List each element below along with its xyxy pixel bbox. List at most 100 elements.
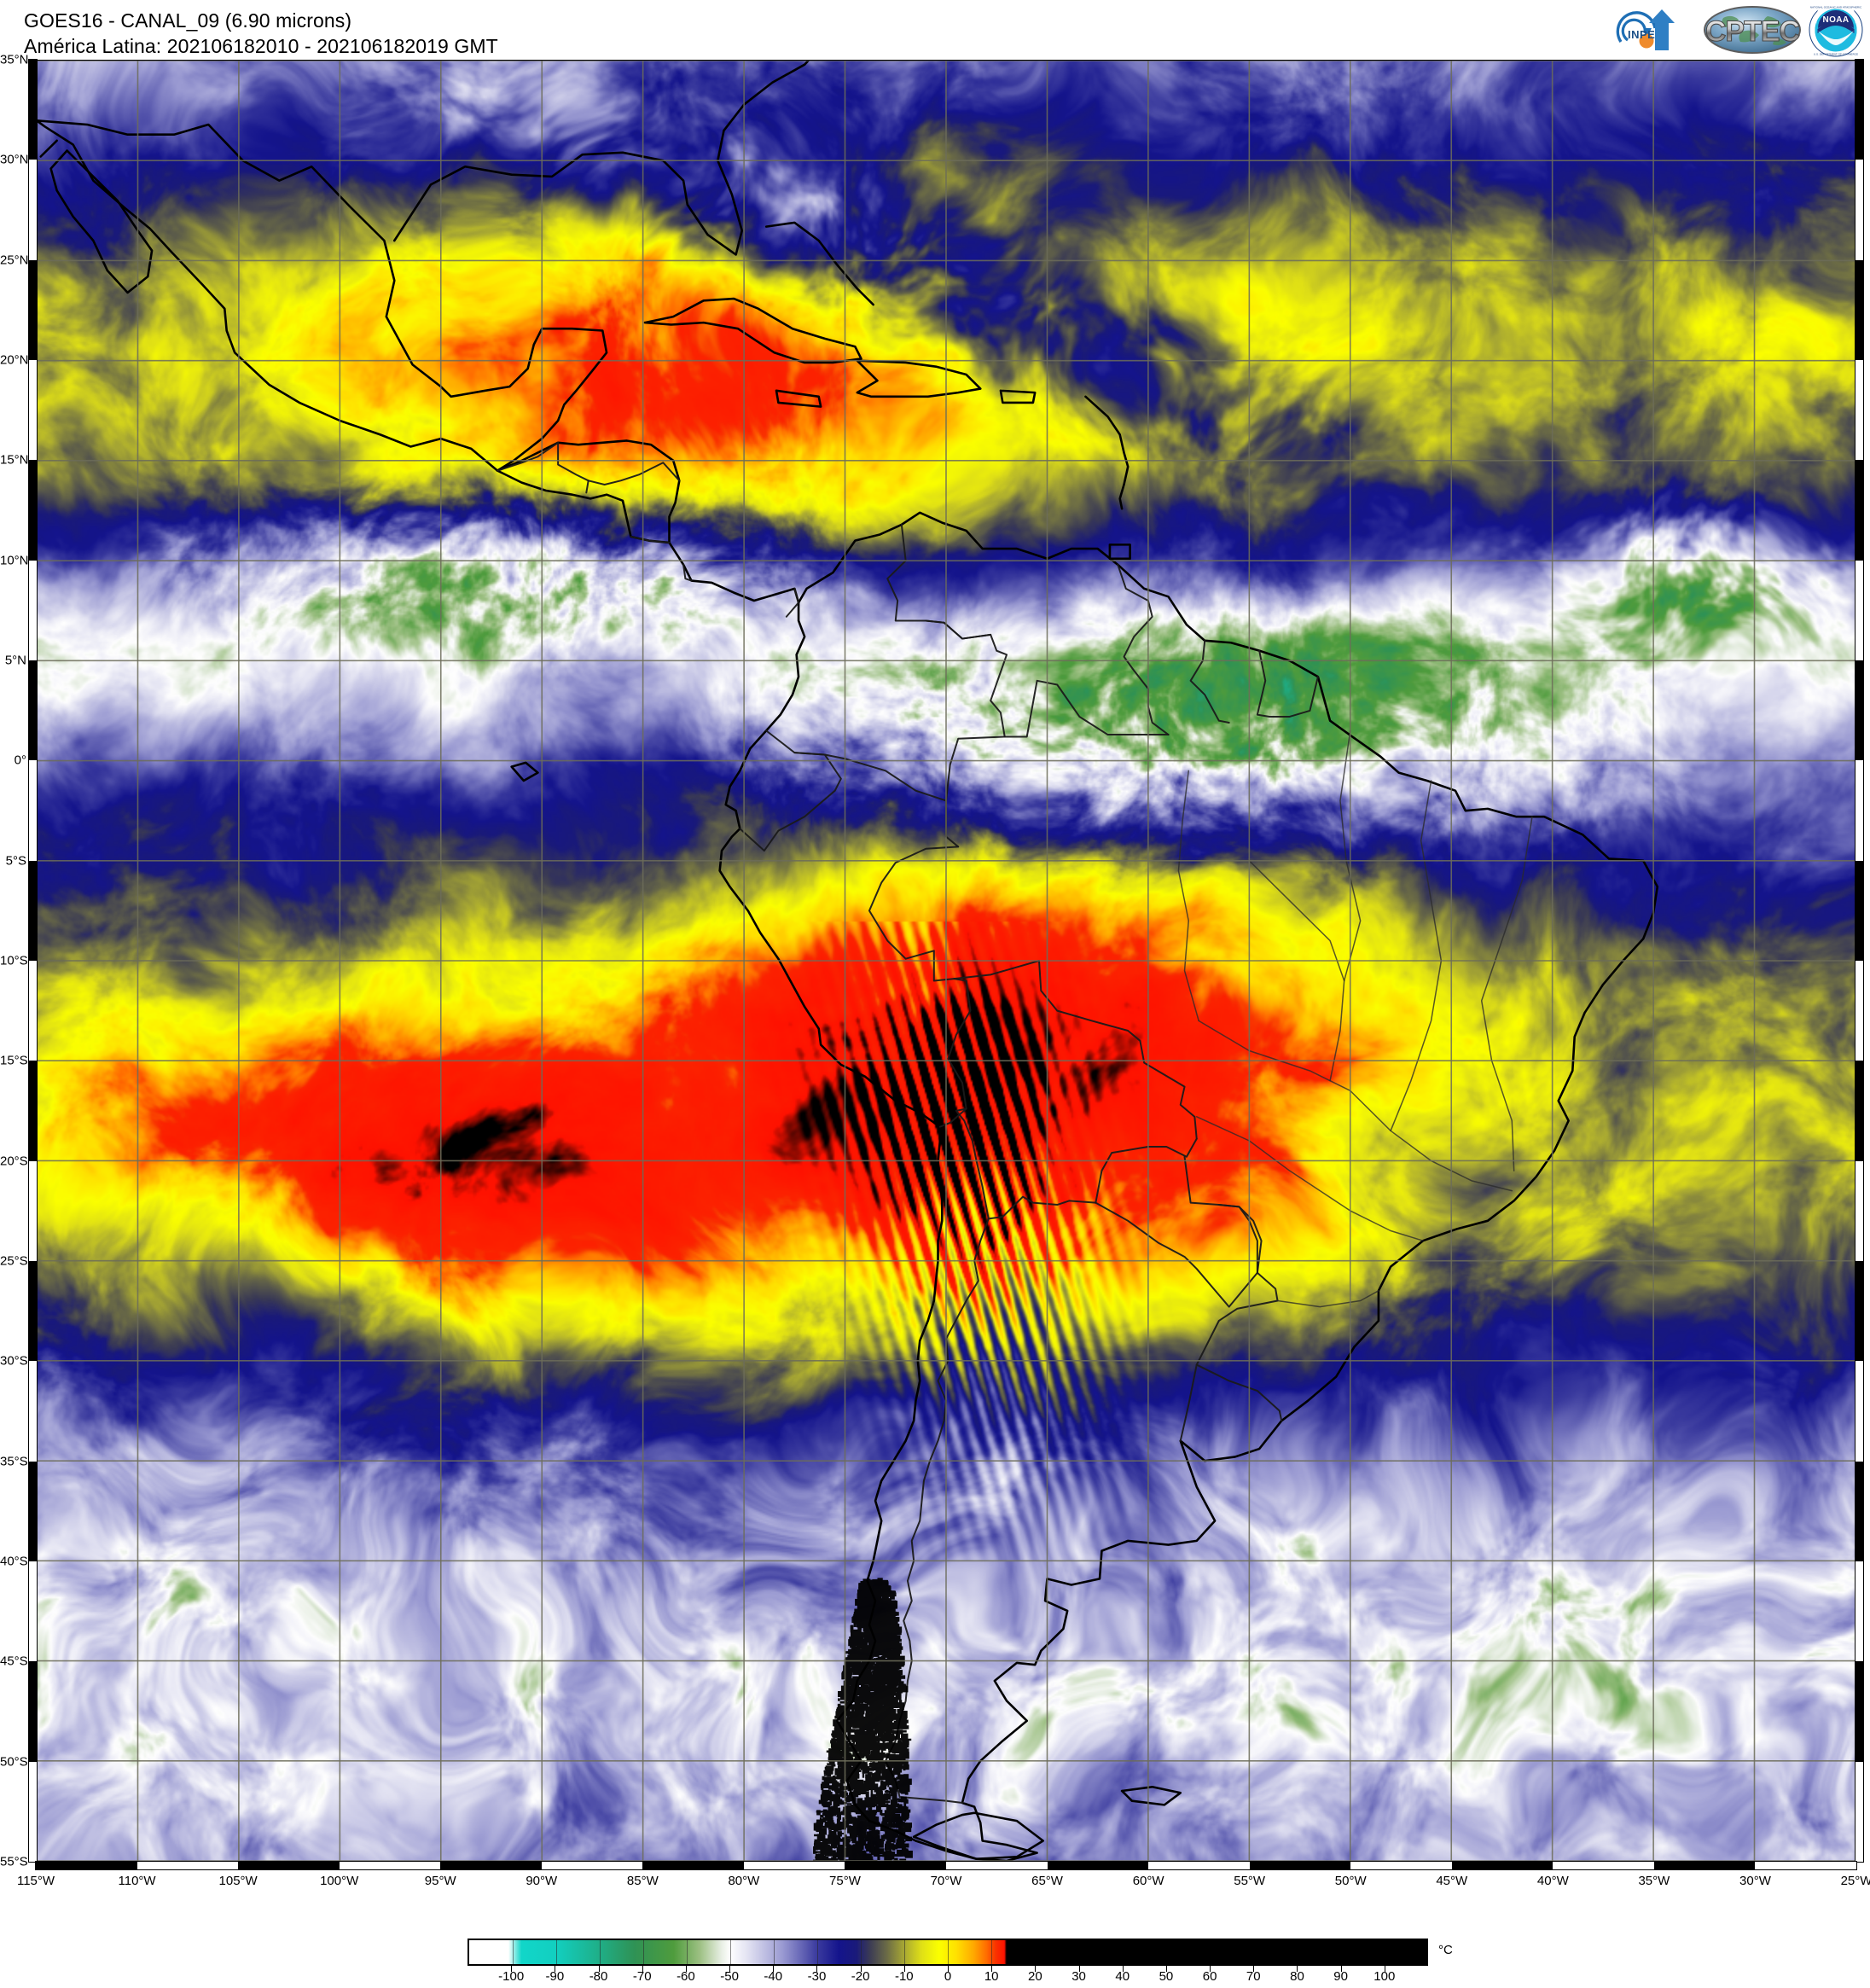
longitude-label: 65°W xyxy=(1031,1874,1063,1888)
axis-tick-segment xyxy=(29,1161,37,1261)
latitude-label: 25°N xyxy=(0,253,26,267)
colorbar-separator xyxy=(556,1940,557,1964)
header: GOES16 - CANAL_09 (6.90 microns) América… xyxy=(0,0,1870,60)
colorbar-tick-label: -50 xyxy=(720,1969,739,1984)
axis-tick-segment xyxy=(1855,660,1863,760)
axis-tick-segment xyxy=(29,1661,37,1761)
axis-tick-segment xyxy=(1855,1161,1863,1261)
axis-tick-segment xyxy=(29,660,37,760)
page-title: GOES16 - CANAL_09 (6.90 microns) xyxy=(24,9,498,34)
title-block: GOES16 - CANAL_09 (6.90 microns) América… xyxy=(24,9,498,60)
colorbar-tick-label: -40 xyxy=(764,1969,782,1984)
colorbar-tick-label: 0 xyxy=(944,1969,951,1984)
svg-text:NATIONAL OCEANIC AND ATMOSPHER: NATIONAL OCEANIC AND ATMOSPHERIC xyxy=(1810,6,1862,9)
colorbar-tick-label: -20 xyxy=(851,1969,870,1984)
longitude-label: 60°W xyxy=(1133,1874,1164,1888)
svg-text:CPTEC: CPTEC xyxy=(1705,15,1800,48)
page-subtitle: América Latina: 202106182010 - 202106182… xyxy=(24,34,498,60)
axis-tick-segment xyxy=(29,961,37,1061)
axis-tick-segment xyxy=(29,561,37,660)
axis-tick-segment xyxy=(1855,561,1863,660)
longitude-label: 100°W xyxy=(320,1874,358,1888)
latitude-label: 30°S xyxy=(0,1354,26,1369)
noaa-logo: NOAA NATIONAL OCEANIC AND ATMOSPHERIC U.… xyxy=(1809,3,1863,57)
axis-tick-segment xyxy=(1855,1061,1863,1160)
colorbar-tick-label: -70 xyxy=(633,1969,652,1984)
axis-tick-segment xyxy=(542,1862,643,1869)
latitude-tick-ladder-right xyxy=(1855,60,1863,1862)
latitude-label: 20°S xyxy=(0,1154,26,1168)
latitude-label: 5°N xyxy=(0,654,26,668)
svg-text:INPE: INPE xyxy=(1628,28,1655,41)
axis-tick-segment xyxy=(29,1261,37,1361)
colorbar-separator xyxy=(643,1940,644,1964)
axis-tick-segment xyxy=(1350,1862,1452,1869)
logo-group: INPE xyxy=(1602,2,1863,58)
colorbar-tick-label: -80 xyxy=(589,1969,608,1984)
colorbar-tick-label: 60 xyxy=(1203,1969,1217,1984)
axis-tick-segment xyxy=(1855,1661,1863,1761)
longitude-label: 75°W xyxy=(829,1874,861,1888)
colorbar-separator xyxy=(948,1940,949,1964)
axis-tick-segment xyxy=(1148,1862,1250,1869)
colorbar-separator xyxy=(600,1940,601,1964)
latitude-label: 55°S xyxy=(0,1855,26,1869)
axis-tick-segment xyxy=(238,1862,340,1869)
axis-tick-segment xyxy=(36,1862,137,1869)
axis-tick-segment xyxy=(1452,1862,1553,1869)
axis-tick-segment xyxy=(1855,1762,1863,1862)
graticule-layer xyxy=(37,61,1855,1861)
colorbar-separator xyxy=(904,1940,905,1964)
axis-tick-segment xyxy=(1855,1361,1863,1461)
axis-tick-segment xyxy=(29,760,37,860)
colorbar-tick-label: -90 xyxy=(546,1969,565,1984)
colorbar-tick-label: -30 xyxy=(808,1969,827,1984)
longitude-label: 115°W xyxy=(17,1874,55,1888)
latitude-label: 5°S xyxy=(0,853,26,868)
longitude-tick-ladder xyxy=(36,1862,1856,1869)
colorbar-separator xyxy=(730,1940,731,1964)
axis-tick-segment xyxy=(1250,1862,1351,1869)
axis-tick-segment xyxy=(29,60,37,160)
axis-tick-segment xyxy=(29,861,37,961)
longitude-label: 70°W xyxy=(931,1874,962,1888)
latitude-label: 15°N xyxy=(0,453,26,468)
latitude-label: 10°N xyxy=(0,553,26,567)
colorbar-strip xyxy=(468,1939,1428,1966)
colorbar-tick-label: 80 xyxy=(1290,1969,1304,1984)
colorbar-separator xyxy=(861,1940,862,1964)
longitude-label: 25°W xyxy=(1841,1874,1870,1888)
colorbar-separator xyxy=(513,1940,514,1964)
axis-tick-segment xyxy=(1755,1862,1856,1869)
longitude-label: 110°W xyxy=(119,1874,156,1888)
axis-tick-segment xyxy=(1855,961,1863,1061)
colorbar-tick-label: 10 xyxy=(984,1969,999,1984)
latitude-label: 30°N xyxy=(0,153,26,167)
latitude-label: 35°N xyxy=(0,53,26,67)
colorbar-separator xyxy=(817,1940,818,1964)
axis-tick-segment xyxy=(1855,360,1863,460)
axis-tick-segment xyxy=(1048,1862,1149,1869)
latitude-label: 40°S xyxy=(0,1555,26,1569)
axis-tick-segment xyxy=(1855,861,1863,961)
axis-tick-segment xyxy=(29,360,37,460)
colorbar-tick-label: 100 xyxy=(1373,1969,1395,1984)
colorbar-tick-label: -10 xyxy=(895,1969,914,1984)
colorbar-tick-label: 20 xyxy=(1028,1969,1042,1984)
longitude-label: 35°W xyxy=(1638,1874,1670,1888)
latitude-label: 50°S xyxy=(0,1754,26,1769)
latitude-label: 20°N xyxy=(0,353,26,368)
axis-tick-segment xyxy=(1855,160,1863,259)
satellite-map[interactable] xyxy=(36,60,1856,1862)
longitude-label: 105°W xyxy=(219,1874,258,1888)
colorbar-separator xyxy=(774,1940,775,1964)
axis-tick-segment xyxy=(29,1462,37,1561)
axis-tick-segment xyxy=(1855,1261,1863,1361)
axis-tick-segment xyxy=(29,1762,37,1862)
colorbar-tick-label: 70 xyxy=(1246,1969,1261,1984)
colorbar-tick-label: 30 xyxy=(1071,1969,1086,1984)
axis-tick-segment xyxy=(340,1862,441,1869)
latitude-label: 15°S xyxy=(0,1054,26,1068)
